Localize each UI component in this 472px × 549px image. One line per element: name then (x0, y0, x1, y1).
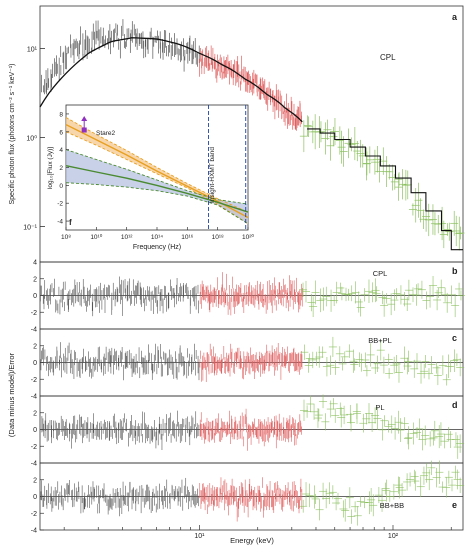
panel-f-inset: 10⁸ 10¹⁰ 10¹² 10¹⁴ 10¹⁶ 10¹⁸ 10²⁰ -4 -2 0 2 4 6 8 f I… (47, 104, 254, 251)
x-tick-label: 10¹ (194, 533, 205, 540)
y-tick-label: 0 (33, 427, 37, 434)
y-tick-label: -4 (31, 327, 37, 334)
panel-a-model-label: CPL (380, 53, 396, 62)
y-tick-label: 10⁰ (26, 135, 37, 143)
stare2-arrow-head (81, 116, 88, 121)
model-curve-cpl (39, 37, 303, 123)
residual-panel-d: 2 0 -2 -4 PL d (31, 394, 465, 468)
x-tick-label: 10²⁰ (242, 233, 254, 241)
series-lower-bound (65, 182, 249, 225)
model-step-curve (307, 128, 463, 251)
residual-panel-letter: c (452, 333, 457, 343)
x-tick-label: 10¹⁶ (181, 234, 193, 241)
y-tick-label: 0 (33, 494, 37, 501)
residual-model-label: BB+BB (380, 501, 404, 510)
panel-a-data (39, 19, 465, 251)
x-tick-label: 10² (388, 533, 399, 540)
panel-f-band-label: Insight-HXMT band (209, 147, 216, 203)
residual-panel-letter: e (452, 500, 457, 510)
y-tick-label: -2 (57, 201, 63, 208)
residual-panel-c: 2 0 -2 -4 BB+PL c (31, 328, 465, 401)
y-tick-label: -4 (57, 219, 63, 226)
y-tick-label: -2 (31, 511, 37, 518)
series-line (65, 165, 249, 213)
y-tick-label: 2 (33, 410, 37, 417)
residual-panel-letter: d (452, 400, 458, 410)
y-tick-label: 2 (59, 165, 63, 172)
y-tick-label: -4 (31, 528, 37, 535)
series-upper-bound (65, 149, 249, 205)
series-upper-bound (65, 117, 249, 213)
y-tick-label: 4 (33, 260, 37, 267)
y-tick-label: -4 (31, 461, 37, 468)
residual-panels: 4 2 0 -2 -4 CPL b 2 0 -2 -4 BB+PL c 2 0 -2 -4 PL d 2 0 -2 -4 BB… (31, 260, 465, 535)
stare2-marker (81, 127, 87, 133)
y-tick-label: 6 (59, 129, 63, 136)
y-tick-label: 0 (33, 360, 37, 367)
x-tick-label: 10⁸ (61, 234, 71, 241)
series-lower-bound (65, 131, 249, 225)
residual-x-ticks: 10¹ 10² (63, 525, 452, 540)
residual-model-label: BB+PL (368, 336, 392, 345)
y-tick-label: -2 (31, 310, 37, 317)
residual-y-label: (Data minus model)/Error (7, 352, 16, 437)
panel-f-stare2-label: Stare2 (96, 130, 116, 137)
y-tick-label: 4 (59, 147, 63, 154)
x-tick-label: 10¹² (121, 234, 133, 241)
residual-model-label: PL (375, 403, 384, 412)
residual-model-label: CPL (373, 269, 388, 278)
y-tick-label: -4 (31, 394, 37, 401)
y-tick-label: 2 (33, 276, 37, 283)
y-tick-label: 2 (33, 477, 37, 484)
y-tick-label: 0 (33, 293, 37, 300)
y-tick-label: 10⁻¹ (23, 225, 37, 232)
panel-a-y-label: Specific photon flux (photons cm⁻² s⁻¹ k… (9, 63, 16, 204)
panel-a: a CPL 10¹ 10⁰ 10⁻¹ Specific photon flux (p… (9, 5, 465, 263)
panel-f-letter: f (69, 218, 72, 227)
residual-panel-letter: b (452, 266, 458, 276)
y-tick-label: 10¹ (27, 46, 38, 53)
panel-a-letter: a (452, 12, 458, 22)
panel-f-x-label: Frequency (Hz) (133, 244, 181, 251)
x-axis-label: Energy (keV) (230, 536, 274, 545)
x-tick-label: 10¹⁸ (212, 234, 224, 241)
y-tick-label: -2 (31, 444, 37, 451)
residual-panel-e: 2 0 -2 -4 BB+BB e (31, 460, 465, 535)
y-tick-label: 2 (33, 343, 37, 350)
panel-a-y-ticks: 10¹ 10⁰ 10⁻¹ (23, 46, 45, 232)
y-tick-label: 0 (59, 183, 63, 190)
panel-f-y-label: log₁₀[Flux (Jy)] (47, 147, 54, 189)
residual-panel-b: 4 2 0 -2 -4 CPL b (31, 260, 465, 334)
x-tick-label: 10¹⁰ (90, 233, 102, 241)
series-band (66, 149, 248, 224)
panel-f-plot: 10⁸ 10¹⁰ 10¹² 10¹⁴ 10¹⁶ 10¹⁸ 10²⁰ -4 -2 0 2 4 6 8 (57, 105, 254, 241)
y-tick-label: -2 (31, 377, 37, 384)
x-tick-label: 10¹⁴ (151, 234, 163, 241)
series-line (65, 123, 249, 219)
y-tick-label: 8 (59, 111, 63, 118)
